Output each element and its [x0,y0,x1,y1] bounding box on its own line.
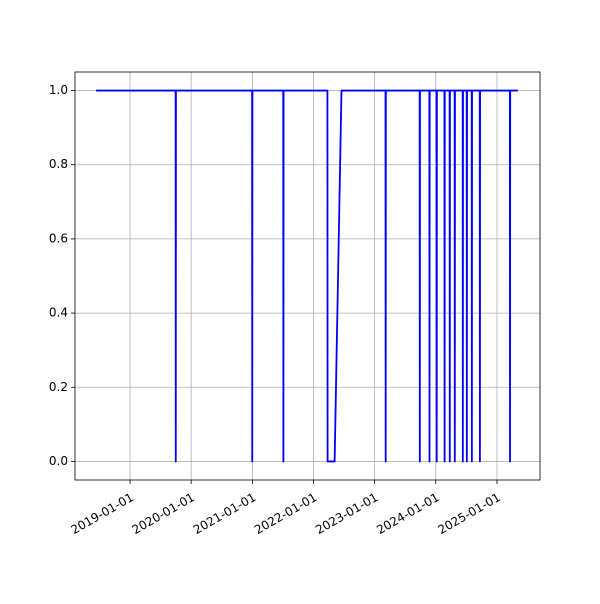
x-tick-label: 2025-01-01 [435,490,502,537]
y-tick-label: 0.6 [49,231,68,245]
y-tick-label: 0.8 [49,157,68,171]
x-tick-label: 2023-01-01 [313,490,380,537]
x-tick-label: 2021-01-01 [191,490,258,537]
x-tick-label: 2019-01-01 [69,490,136,537]
x-tick-label: 2020-01-01 [130,490,197,537]
plot-frame [74,71,541,481]
x-tick-label: 2024-01-01 [374,490,441,537]
y-tick-label: 0.4 [49,306,68,320]
x-tick-label: 2022-01-01 [252,490,319,537]
y-tick-label: 0.2 [49,380,68,394]
data-line [96,89,518,463]
y-tick-label: 0.0 [49,454,68,468]
y-tick-label: 1.0 [49,83,68,97]
